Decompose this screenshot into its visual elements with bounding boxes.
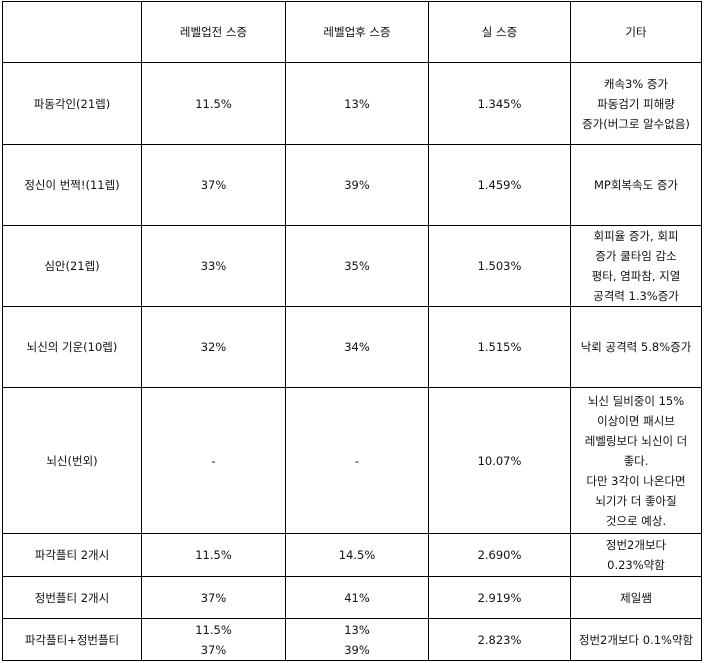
- header-cell-etc: 기타: [570, 1, 702, 63]
- skill-etc: 정번2개보다 0.23%약함: [570, 533, 702, 577]
- table-row: 정신이 번쩍!(11렙) 37% 39% 1.459% MP회복속도 증가: [2, 144, 702, 226]
- table-row: 정번플티 2개시 37% 41% 2.919% 제일쌤: [2, 576, 702, 619]
- header-row: 레벨업전 스증 레벨업후 스증 실 스증 기타: [2, 1, 702, 63]
- skill-name: 심안(21렙): [2, 225, 142, 307]
- skill-etc: MP회복속도 증가: [570, 144, 702, 226]
- table-row: 파각플티+정번플티 11.5% 37% 13% 39% 2.823% 정번2개보…: [2, 618, 702, 661]
- skill-before: -: [141, 387, 286, 534]
- skill-real: 2.919%: [428, 576, 571, 619]
- skill-after: 39%: [285, 144, 429, 226]
- skill-name: 뇌신의 기운(10렙): [2, 306, 142, 388]
- skill-before: 11.5% 37%: [141, 618, 286, 661]
- skill-etc: 낙뢰 공격력 5.8%증가: [570, 306, 702, 388]
- table-row: 파동각인(21렙) 11.5% 13% 1.345% 캐속3% 증가 파동검기 …: [2, 62, 702, 145]
- skill-real: 10.07%: [428, 387, 571, 534]
- skill-etc: 캐속3% 증가 파동검기 피해량 증가(버그로 알수없음): [570, 62, 702, 145]
- skill-before: 37%: [141, 144, 286, 226]
- skill-name: 파동각인(21렙): [2, 62, 142, 145]
- skill-before: 37%: [141, 576, 286, 619]
- skill-before: 11.5%: [141, 62, 286, 145]
- skill-name: 정신이 번쩍!(11렙): [2, 144, 142, 226]
- skill-real: 2.690%: [428, 533, 571, 577]
- skill-real: 1.503%: [428, 225, 571, 307]
- table-row: 파각플티 2개시 11.5% 14.5% 2.690% 정번2개보다 0.23%…: [2, 533, 702, 577]
- skill-etc: 회피율 증가, 회피 증가 쿨타임 감소 평타, 염파참, 지열 공격력 1.3…: [570, 225, 702, 307]
- skill-after: 41%: [285, 576, 429, 619]
- skill-name: 뇌신(번외): [2, 387, 142, 534]
- table-row: 심안(21렙) 33% 35% 1.503% 회피율 증가, 회피 증가 쿨타임…: [2, 225, 702, 307]
- skill-before: 33%: [141, 225, 286, 307]
- skill-name: 파각플티 2개시: [2, 533, 142, 577]
- skill-before: 11.5%: [141, 533, 286, 577]
- table-row: 뇌신의 기운(10렙) 32% 34% 1.515% 낙뢰 공격력 5.8%증가: [2, 306, 702, 388]
- skill-after: 34%: [285, 306, 429, 388]
- header-cell-real: 실 스증: [428, 1, 571, 63]
- skill-name: 파각플티+정번플티: [2, 618, 142, 661]
- skill-after: 13%: [285, 62, 429, 145]
- skill-real: 1.515%: [428, 306, 571, 388]
- skill-name: 정번플티 2개시: [2, 576, 142, 619]
- skill-real: 2.823%: [428, 618, 571, 661]
- table-row: 뇌신(번외) - - 10.07% 뇌신 딜비중이 15% 이상이면 패시브 레…: [2, 387, 702, 534]
- header-cell-name: [2, 1, 142, 63]
- skill-real: 1.459%: [428, 144, 571, 226]
- skill-after: 35%: [285, 225, 429, 307]
- header-cell-after: 레벨업후 스증: [285, 1, 429, 63]
- skill-etc: 제일쌤: [570, 576, 702, 619]
- header-cell-before: 레벨업전 스증: [141, 1, 286, 63]
- skill-real: 1.345%: [428, 62, 571, 145]
- skill-etc: 정번2개보다 0.1%약함: [570, 618, 702, 661]
- skill-after: -: [285, 387, 429, 534]
- skill-before: 32%: [141, 306, 286, 388]
- skill-after: 14.5%: [285, 533, 429, 577]
- skill-after: 13% 39%: [285, 618, 429, 661]
- skill-etc: 뇌신 딜비중이 15% 이상이면 패시브 레벨링보다 뇌신이 더 좋다. 다만 …: [570, 387, 702, 534]
